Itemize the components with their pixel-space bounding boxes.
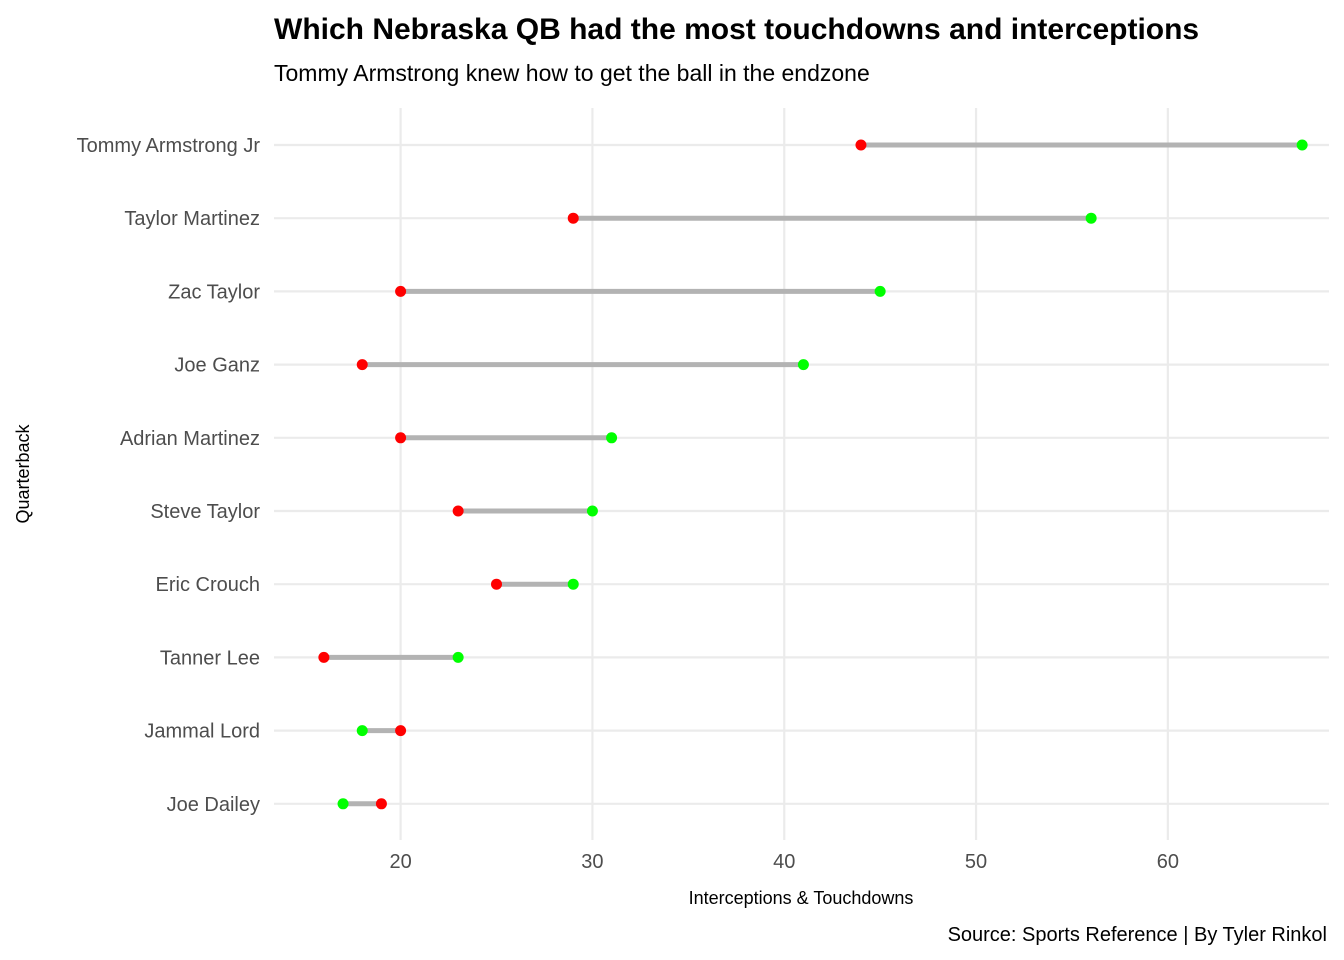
interception-point <box>318 651 330 663</box>
chart-caption: Source: Sports Reference | By Tyler Rink… <box>948 924 1327 946</box>
interception-point <box>356 359 368 371</box>
y-axis-title: Quarterback <box>13 423 33 523</box>
touchdown-point <box>337 798 349 810</box>
y-tick-label: Taylor Martinez <box>124 208 260 230</box>
interception-point <box>491 578 503 590</box>
touchdown-point <box>606 432 618 444</box>
interception-point <box>452 505 464 517</box>
touchdown-point <box>567 578 579 590</box>
touchdown-point <box>1085 212 1097 224</box>
y-tick-label: Joe Ganz <box>174 355 260 377</box>
touchdown-point <box>1296 139 1308 151</box>
interception-point <box>567 212 579 224</box>
y-tick-label: Tanner Lee <box>160 647 260 669</box>
interception-point <box>375 798 387 810</box>
interception-point <box>395 432 407 444</box>
touchdown-point <box>874 285 886 297</box>
x-tick-label: 60 <box>1157 851 1179 873</box>
x-tick-label: 20 <box>389 851 411 873</box>
y-tick-label: Steve Taylor <box>150 501 260 523</box>
interception-point <box>395 285 407 297</box>
x-tick-label: 30 <box>581 851 603 873</box>
x-tick-label: 40 <box>773 851 795 873</box>
touchdown-point <box>356 725 368 737</box>
chart-subtitle: Tommy Armstrong knew how to get the ball… <box>274 60 870 86</box>
y-tick-label: Joe Dailey <box>167 794 260 816</box>
touchdown-point <box>797 359 809 371</box>
interception-point <box>855 139 867 151</box>
y-tick-label: Zac Taylor <box>168 281 260 303</box>
y-tick-label: Eric Crouch <box>156 574 260 596</box>
y-tick-label: Tommy Armstrong Jr <box>77 135 261 157</box>
touchdown-point <box>452 651 464 663</box>
y-tick-label: Jammal Lord <box>144 721 260 743</box>
touchdown-point <box>586 505 598 517</box>
y-tick-label: Adrian Martinez <box>120 428 260 450</box>
interception-point <box>395 725 407 737</box>
x-tick-label: 50 <box>965 851 987 873</box>
segment-layer <box>323 142 1303 807</box>
x-axis-title: Interceptions & Touchdowns <box>689 888 914 908</box>
label-layer: 20 30 40 50 60 Tommy Armstrong Jr Taylor Marti… <box>77 135 1179 873</box>
point-layer <box>318 139 1308 810</box>
chart-title: Which Nebraska QB had the most touchdown… <box>274 13 1199 46</box>
